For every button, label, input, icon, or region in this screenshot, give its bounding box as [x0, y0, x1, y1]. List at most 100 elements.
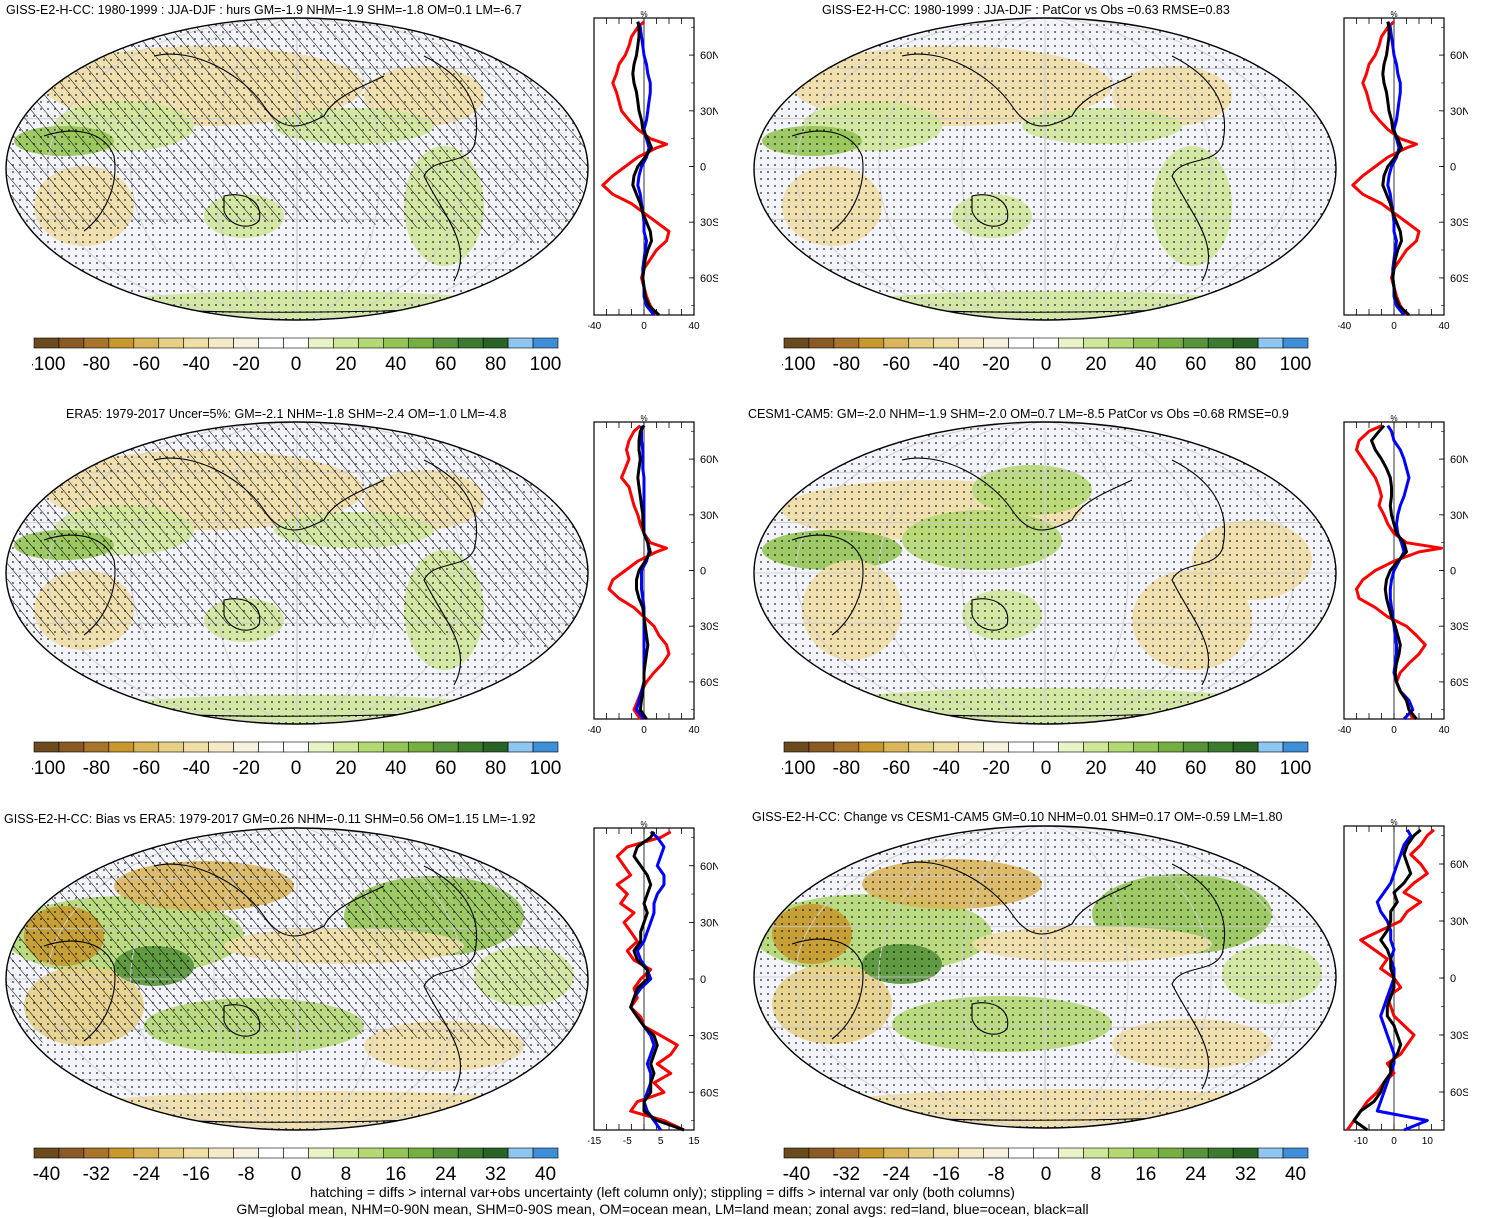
colorbar-tick-label: -20: [232, 354, 259, 375]
panel-3-zonal-profile: % 60N 30N 0 30S 60S -40 0 40: [588, 414, 718, 736]
map-field: [754, 18, 1336, 320]
colorbar-tick-label: 16: [385, 1164, 406, 1185]
panel-3-title: ERA5: 1979-2017 Uncer=5%: GM=-2.1 NHM=-1…: [66, 407, 507, 421]
zonal-unit-label: %: [640, 10, 647, 19]
colorbar-swatch: [1133, 1147, 1159, 1159]
zonal-lat-label: 0: [1450, 973, 1456, 985]
colorbar-swatch: [133, 337, 160, 349]
colorbar-swatch: [507, 741, 534, 753]
colorbar-swatch: [308, 337, 334, 349]
colorbar-swatch: [958, 337, 984, 349]
colorbar-swatch: [1133, 337, 1159, 349]
colorbar-swatch: [333, 1147, 359, 1159]
zonal-unit-label: %: [1390, 818, 1397, 827]
colorbar-tick-label: 0: [291, 758, 302, 779]
colorbar-tick-label: 100: [1280, 758, 1312, 779]
colorbar-tick-label: 8: [341, 1164, 352, 1185]
colorbar-swatch: [158, 741, 185, 753]
colorbar-tick-label: -16: [182, 1164, 209, 1185]
colorbar-swatch: [983, 741, 1009, 753]
colorbar-swatch: [1157, 1147, 1184, 1159]
map-outline: [5, 17, 589, 321]
zonal-lat-label: 0: [1450, 566, 1456, 578]
zonal-land-line: [615, 830, 685, 1132]
colorbar-swatch: [58, 741, 85, 753]
colorbar-swatch: [283, 741, 309, 753]
colorbar-swatch: [933, 741, 959, 753]
colorbar-tick-label: -60: [883, 354, 910, 375]
colorbar-swatch: [1108, 1147, 1134, 1159]
zonal-lat-label: 30N: [700, 917, 718, 929]
colorbar-swatch: [1033, 1147, 1059, 1159]
colorbar-swatch: [233, 337, 259, 349]
zonal-lat-label: 0: [700, 162, 706, 174]
colorbar-swatch: [1282, 337, 1309, 349]
map-field: [6, 18, 588, 320]
zonal-x-tick-label: 10: [1422, 1136, 1434, 1147]
colorbar-swatch: [407, 337, 434, 349]
colorbar-tick-label: 40: [1135, 354, 1156, 375]
colorbar-swatch: [58, 1147, 85, 1159]
zonal-lat-label: 60N: [700, 454, 718, 466]
colorbar-swatch: [108, 1147, 135, 1159]
colorbar-swatch: [457, 1147, 484, 1159]
zonal-unit-label: %: [640, 820, 647, 829]
colorbar-swatch: [1108, 337, 1134, 349]
zonal-lat-label: 60N: [1450, 859, 1468, 871]
colorbar-swatch: [1182, 1147, 1209, 1159]
colorbar-swatch: [358, 741, 384, 753]
colorbar-tick-label: 60: [1185, 758, 1206, 779]
colorbar-swatch: [833, 741, 860, 753]
colorbar-swatch: [833, 337, 860, 349]
colorbar-swatch: [933, 337, 959, 349]
zonal-lat-label: 60S: [1450, 1087, 1468, 1099]
footer-line-1: hatching = diffs > internal var+obs unce…: [310, 1184, 1015, 1200]
zonal-unit-label: %: [1390, 10, 1397, 19]
colorbar-swatch: [158, 337, 185, 349]
panel-4-colorbar: -100 -80 -60 -40 -20 0 20 40 60 80 100: [782, 741, 1312, 779]
panel-5-map: [5, 827, 589, 1131]
panel-6-colorbar: -40 -32 -24 -16 -8 0 8 16 24 32 40: [783, 1147, 1309, 1185]
panel-6-zonal-profile: % 60N 30N 0 30S 60S -10 0 10: [1343, 818, 1468, 1147]
colorbar-swatch: [1232, 1147, 1259, 1159]
zonal-lat-label: 30S: [1450, 621, 1468, 633]
footer-line-2: GM=global mean, NHM=0-90N mean, SHM=0-90…: [236, 1201, 1089, 1217]
colorbar-swatch: [333, 337, 359, 349]
zonal-lat-label: 30N: [700, 510, 718, 522]
colorbar-tick-label: -60: [133, 758, 160, 779]
colorbar-swatch: [908, 741, 935, 753]
colorbar-swatch: [1083, 337, 1109, 349]
zonal-land-line: [1355, 424, 1443, 720]
panel-2-zonal-profile: % 60N 30N 0 30S 60S -40 0 40: [1338, 10, 1468, 332]
colorbar-swatch: [457, 337, 484, 349]
zonal-x-tick-label: 15: [688, 1136, 700, 1147]
colorbar-swatch: [783, 1147, 810, 1159]
zonal-x-tick-label: 0: [641, 321, 647, 332]
zonal-lat-label: 30S: [1450, 1030, 1468, 1042]
colorbar-swatch: [83, 741, 110, 753]
colorbar-tick-label: 60: [435, 758, 456, 779]
colorbar-swatch: [432, 337, 459, 349]
colorbar-tick-label: -80: [833, 354, 860, 375]
colorbar-swatch: [1232, 741, 1259, 753]
colorbar-tick-label: -40: [182, 758, 209, 779]
map-field: [6, 422, 588, 724]
colorbar-swatch: [283, 337, 309, 349]
colorbar-swatch: [1232, 337, 1259, 349]
colorbar-swatch: [33, 741, 60, 753]
colorbar-swatch: [108, 741, 135, 753]
colorbar-swatch: [983, 1147, 1009, 1159]
panel-3-map: [5, 421, 589, 725]
colorbar-swatch: [1207, 337, 1234, 349]
zonal-lat-label: 30N: [1450, 916, 1468, 928]
colorbar-swatch: [532, 337, 559, 349]
colorbar-swatch: [1282, 1147, 1309, 1159]
colorbar-swatch: [808, 741, 835, 753]
colorbar-swatch: [1058, 1147, 1084, 1159]
colorbar-swatch: [1083, 741, 1109, 753]
colorbar-swatch: [308, 1147, 334, 1159]
colorbar-swatch: [358, 337, 384, 349]
map-outline: [5, 421, 589, 725]
colorbar-swatch: [908, 1147, 935, 1159]
colorbar-swatch: [933, 1147, 959, 1159]
